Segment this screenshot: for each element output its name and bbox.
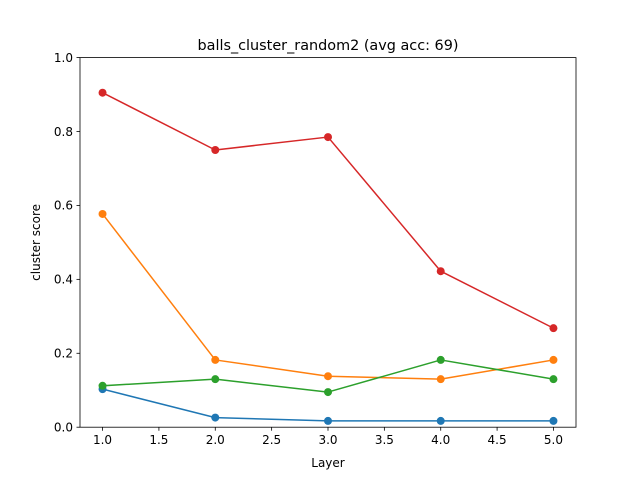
x-tick-label: 4.5 xyxy=(488,433,507,447)
series-3 xyxy=(98,355,558,397)
y-axis: 0.0 0.2 0.4 0.6 0.8 1.0 xyxy=(54,51,80,435)
x-tick-label: 1.5 xyxy=(149,433,168,447)
x-tick-label: 5.0 xyxy=(544,433,563,447)
x-axis: 1.0 1.5 2.0 2.5 3.0 3.5 4.0 4.5 5.0 xyxy=(93,427,563,447)
data-point xyxy=(98,88,107,97)
plot-area xyxy=(98,88,558,425)
y-tick-label: 0.8 xyxy=(54,125,73,139)
y-tick-label: 0.0 xyxy=(54,421,73,435)
data-point xyxy=(211,146,220,154)
x-axis-label: Layer xyxy=(311,456,345,470)
x-tick-label: 2.5 xyxy=(262,433,281,447)
series-line xyxy=(101,91,555,330)
data-point xyxy=(211,355,220,364)
y-axis-label: cluster score xyxy=(29,204,43,281)
data-point xyxy=(324,133,332,142)
data-point xyxy=(436,355,445,364)
plot-frame xyxy=(79,57,577,428)
data-point xyxy=(324,372,332,381)
data-point xyxy=(436,267,445,276)
data-point xyxy=(549,324,558,333)
data-point xyxy=(436,416,445,425)
y-tick-label: 1.0 xyxy=(54,51,73,65)
series-4 xyxy=(98,88,558,333)
x-tick-label: 3.0 xyxy=(318,433,337,447)
data-point xyxy=(324,416,332,425)
y-tick-label: 0.6 xyxy=(54,199,73,213)
data-point xyxy=(211,375,220,384)
x-tick-label: 4.0 xyxy=(431,433,450,447)
x-tick-label: 3.5 xyxy=(375,433,394,447)
y-tick-label: 0.2 xyxy=(54,347,73,361)
data-point xyxy=(549,375,558,384)
data-point xyxy=(549,416,558,425)
series-2 xyxy=(98,209,558,384)
data-point xyxy=(98,381,107,390)
data-point xyxy=(211,413,220,422)
data-point xyxy=(324,388,332,397)
data-point xyxy=(98,209,107,218)
data-point xyxy=(549,355,558,364)
x-tick-label: 1.0 xyxy=(93,433,112,447)
series-line xyxy=(101,212,555,380)
y-tick-label: 0.4 xyxy=(54,273,73,287)
data-point xyxy=(436,375,445,384)
x-tick-label: 2.0 xyxy=(206,433,225,447)
chart-title: balls_cluster_random2 (avg acc: 69) xyxy=(198,38,459,54)
